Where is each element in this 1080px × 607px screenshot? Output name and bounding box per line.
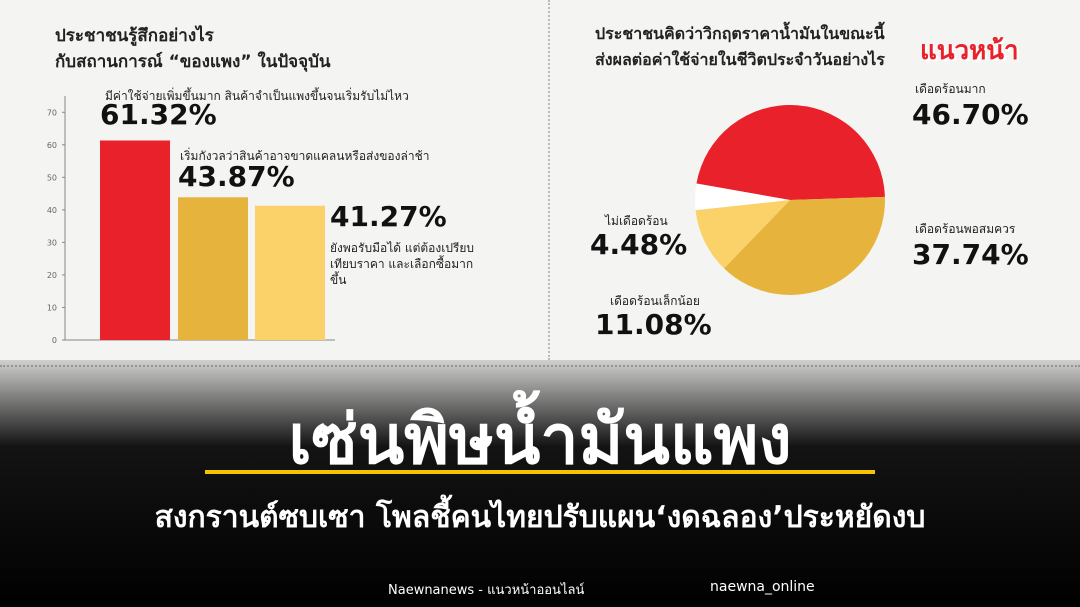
bar-label: เริ่มกังวลว่าสินค้าอาจขาดแคลนหรือส่งของล… xyxy=(180,149,430,163)
y-tick-label: 40 xyxy=(47,206,57,215)
bar xyxy=(178,197,248,340)
pie-slice xyxy=(695,200,790,269)
footer-site: Naewnanews - แนวหน้าออนไลน์ xyxy=(388,583,585,598)
value-label: 61.32% xyxy=(100,98,217,131)
value-label: 11.08% xyxy=(595,308,712,341)
bar-label: ยังพอรับมือได้ แต่ต้องเปรียบเทียบราคา แล… xyxy=(330,241,475,287)
chart-title: ประชาชนคิดว่าวิกฤตราคาน้ำมันในขณะนี้ xyxy=(595,24,885,43)
rule xyxy=(205,470,875,474)
pie-slice xyxy=(724,196,885,295)
y-tick-label: 0 xyxy=(52,336,57,345)
y-tick-label: 30 xyxy=(47,238,57,247)
chart-title: ส่งผลต่อค่าใช้จ่ายในชีวิตประจำวันอย่างไร xyxy=(595,50,885,69)
value-label: 46.70% xyxy=(912,98,1029,131)
pie-slice xyxy=(696,104,885,200)
y-tick-label: 10 xyxy=(47,303,57,312)
y-tick-label: 50 xyxy=(47,173,57,182)
slice-label: เดือดร้อนพอสมควร xyxy=(915,222,1016,236)
subheadline: สงกรานต์ซบเซา โพลชี้คนไทยปรับแผน‘งดฉลอง’… xyxy=(154,500,926,535)
chart-title: กับสถานการณ์ “ของแพง” ในปัจจุบัน xyxy=(55,52,331,72)
bar xyxy=(255,205,325,340)
bar xyxy=(100,140,170,340)
pie-slice xyxy=(695,183,790,211)
bar-label: มีค่าใช้จ่ายเพิ่มขึ้นมาก สินค้าจำเป็นแพง… xyxy=(105,89,409,103)
footer-handle: naewna_online xyxy=(710,579,815,595)
divider xyxy=(548,0,551,360)
y-tick-label: 70 xyxy=(47,108,57,117)
value-label: 4.48% xyxy=(590,228,688,261)
value-label: 41.27% xyxy=(330,200,447,233)
slice-label: ไม่เดือดร้อน xyxy=(605,214,668,228)
value-label: 43.87% xyxy=(178,160,295,193)
value-label: 37.74% xyxy=(912,238,1029,271)
headline: เซ่นพิษน้ำมันแพง xyxy=(288,401,792,480)
y-tick-label: 60 xyxy=(47,141,57,150)
slice-label: เดือดร้อนเล็กน้อย xyxy=(610,294,700,308)
y-tick-label: 20 xyxy=(47,271,57,280)
chart-title: ประชาชนรู้สึกอย่างไร xyxy=(55,26,214,46)
watermark: แนวหน้า xyxy=(920,36,1019,66)
shade xyxy=(0,360,1080,607)
slice-label: เดือดร้อนมาก xyxy=(915,82,986,96)
